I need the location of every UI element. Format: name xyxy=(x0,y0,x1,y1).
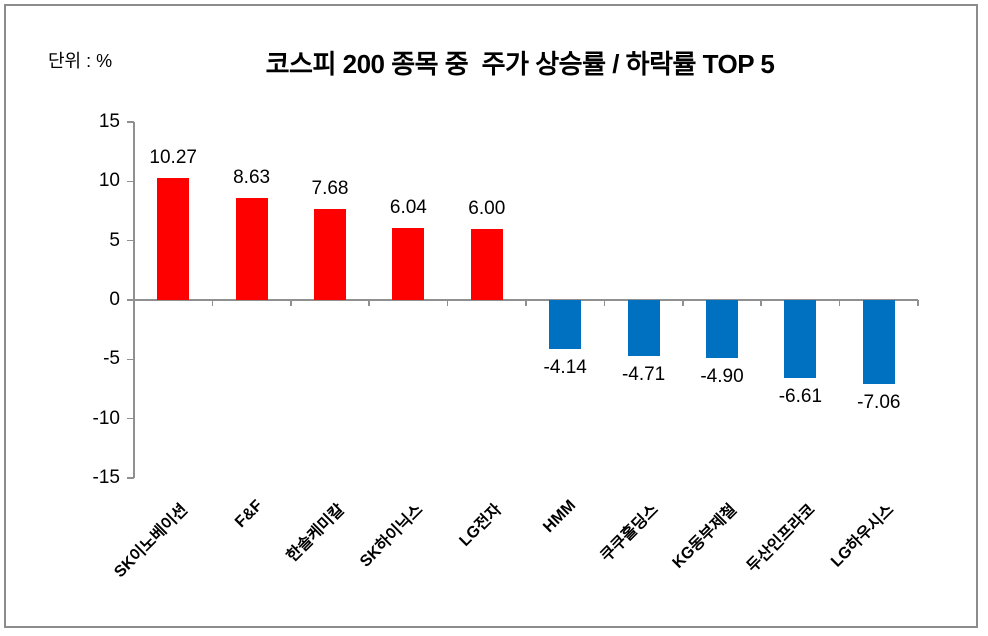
category-label-6: 쿠쿠홀딩스 xyxy=(597,501,662,566)
y-axis-label: -15 xyxy=(92,467,120,488)
x-axis-tick xyxy=(760,300,762,306)
y-axis-label: -5 xyxy=(103,348,120,370)
x-axis-tick xyxy=(133,300,135,306)
y-axis-tick xyxy=(127,417,134,420)
x-axis-line xyxy=(127,299,918,301)
category-label-2: 한솔케미칼 xyxy=(284,501,349,566)
category-label-3: SK하이닉스 xyxy=(357,501,427,571)
value-label-1: 8.63 xyxy=(233,166,271,188)
bar-9 xyxy=(862,300,895,384)
bar-5 xyxy=(549,300,582,350)
bar-1 xyxy=(235,197,268,300)
x-axis-tick xyxy=(211,300,214,306)
x-axis-tick xyxy=(603,300,606,306)
value-label-7: -4.90 xyxy=(700,366,744,388)
value-label-6: -4.71 xyxy=(621,363,666,385)
unit-label: 단위 : % xyxy=(48,51,113,71)
x-axis-tick xyxy=(682,300,684,306)
y-axis-label: 5 xyxy=(109,229,120,251)
category-label-9: LG하우시스 xyxy=(827,501,898,571)
x-axis-tick xyxy=(917,300,919,306)
category-label-7: KG동부제철 xyxy=(669,501,741,572)
bar-8 xyxy=(784,300,817,379)
category-label-1: F&F xyxy=(231,497,266,532)
value-label-3: 6.04 xyxy=(389,197,427,219)
y-axis-tick xyxy=(127,358,134,361)
category-label-0: SK이노베이션 xyxy=(111,501,192,582)
chart-border xyxy=(4,4,978,628)
bar-7 xyxy=(706,300,738,359)
y-axis-label: -10 xyxy=(92,407,120,429)
y-axis-tick xyxy=(127,121,134,123)
y-axis-tick xyxy=(127,477,134,479)
category-label-8: 두산인프라코 xyxy=(744,501,819,576)
category-label-5: HMM xyxy=(540,497,580,537)
y-axis-label: 0 xyxy=(109,289,120,310)
x-axis-tick xyxy=(446,300,449,306)
x-axis-tick xyxy=(525,300,527,306)
value-label-0: 10.27 xyxy=(149,147,197,169)
bar-0 xyxy=(157,178,190,300)
bar-6 xyxy=(627,300,660,356)
x-axis-tick xyxy=(368,300,370,306)
y-axis-tick xyxy=(127,239,134,242)
y-axis-tick xyxy=(127,180,134,183)
value-label-8: -6.61 xyxy=(778,386,823,408)
y-axis-label: 15 xyxy=(98,111,120,132)
x-axis-tick xyxy=(838,300,841,306)
bar-2 xyxy=(314,208,346,300)
y-axis-label: 10 xyxy=(98,170,120,192)
value-label-2: 7.68 xyxy=(311,177,349,199)
bar-4 xyxy=(470,228,503,300)
category-label-4: LG전자 xyxy=(456,501,506,550)
value-label-5: -4.14 xyxy=(543,357,587,379)
value-label-4: 6.00 xyxy=(468,197,506,219)
bar-3 xyxy=(392,228,425,300)
chart-title: 코스피 200 종목 중 주가 상승률 / 하락률 TOP 5 xyxy=(265,49,775,79)
x-axis-tick xyxy=(290,300,292,306)
value-label-9: -7.06 xyxy=(857,391,901,413)
